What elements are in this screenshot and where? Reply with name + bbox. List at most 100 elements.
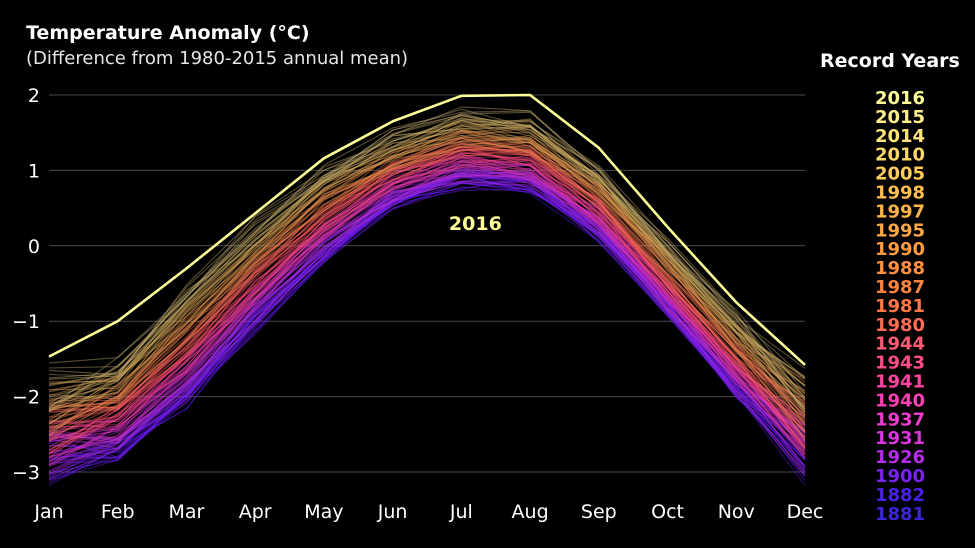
year-line bbox=[48, 153, 806, 459]
y-axis-ticks: 2 1 0 −1 −2 −3 bbox=[12, 85, 40, 484]
x-tick-label: Jul bbox=[449, 501, 473, 523]
year-line bbox=[48, 166, 806, 439]
year-line bbox=[48, 145, 806, 450]
year-line bbox=[48, 161, 806, 439]
year-line bbox=[48, 175, 806, 475]
year-line bbox=[48, 106, 806, 398]
year-line bbox=[48, 174, 806, 442]
year-line bbox=[48, 148, 806, 423]
year-line bbox=[48, 182, 806, 481]
chart-subtitle: (Difference from 1980-2015 annual mean) bbox=[26, 48, 409, 69]
year-line bbox=[48, 114, 806, 416]
year-line bbox=[48, 142, 806, 414]
x-tick-label: Jun bbox=[377, 501, 408, 523]
x-tick-label: Oct bbox=[651, 501, 684, 523]
year-line bbox=[48, 124, 806, 397]
year-line bbox=[48, 159, 806, 468]
year-line bbox=[48, 159, 806, 454]
year-line bbox=[48, 125, 806, 405]
year-line bbox=[48, 181, 806, 473]
series-line-2016 bbox=[48, 93, 806, 366]
year-line bbox=[48, 164, 806, 480]
year-line bbox=[48, 170, 806, 472]
year-line bbox=[48, 119, 806, 421]
year-line bbox=[48, 126, 806, 420]
year-line bbox=[48, 149, 806, 450]
year-line bbox=[48, 188, 806, 477]
legend-entry: 1980 bbox=[875, 315, 925, 336]
year-line bbox=[48, 130, 806, 416]
year-line bbox=[48, 129, 806, 434]
legend-entry: 1995 bbox=[875, 220, 925, 241]
year-line bbox=[48, 173, 806, 478]
year-line bbox=[48, 110, 806, 413]
year-line bbox=[48, 120, 806, 409]
year-line bbox=[48, 131, 806, 409]
year-line bbox=[48, 147, 806, 451]
legend-entry: 1926 bbox=[875, 447, 925, 468]
year-line bbox=[48, 117, 806, 413]
year-line bbox=[48, 163, 806, 448]
year-line bbox=[48, 163, 806, 442]
year-line bbox=[48, 134, 806, 424]
year-line bbox=[48, 170, 806, 444]
y-tick-label: −1 bbox=[12, 311, 40, 333]
y-tick-label: 2 bbox=[28, 85, 40, 107]
year-line bbox=[48, 176, 806, 462]
year-line bbox=[48, 152, 806, 425]
year-line bbox=[48, 159, 806, 440]
year-line bbox=[48, 139, 806, 411]
year-line bbox=[48, 124, 806, 395]
year-line bbox=[48, 128, 806, 391]
year-line bbox=[48, 178, 806, 470]
year-line bbox=[48, 183, 806, 486]
legend-entry: 1881 bbox=[875, 504, 925, 525]
year-line bbox=[48, 174, 806, 481]
year-line bbox=[48, 137, 806, 437]
highlight-series bbox=[48, 93, 806, 366]
y-tick-label: 0 bbox=[28, 236, 40, 258]
year-line bbox=[48, 180, 806, 450]
legend-entry: 2016 bbox=[875, 88, 925, 109]
year-line bbox=[48, 175, 806, 484]
year-line bbox=[48, 115, 806, 412]
x-axis-ticks: Jan Feb Mar Apr May Jun Jul Aug Sep Oct Nov Dec bbox=[33, 501, 823, 523]
legend-entry: 1944 bbox=[875, 334, 925, 355]
legend-entry: 2015 bbox=[875, 107, 925, 128]
year-line bbox=[48, 180, 806, 468]
year-line bbox=[48, 125, 806, 426]
legend-entry: 1940 bbox=[875, 390, 925, 411]
y-tick-label: 1 bbox=[28, 160, 40, 182]
year-line bbox=[48, 148, 806, 439]
year-line bbox=[48, 134, 806, 404]
year-line bbox=[48, 157, 806, 466]
legend-entry: 1900 bbox=[875, 466, 925, 487]
year-line bbox=[48, 156, 806, 440]
year-line bbox=[48, 121, 806, 379]
year-line bbox=[48, 165, 806, 454]
year-line bbox=[48, 119, 806, 380]
year-line bbox=[48, 173, 806, 469]
year-line bbox=[48, 175, 806, 455]
year-line bbox=[48, 157, 806, 442]
year-line bbox=[48, 172, 806, 486]
x-tick-label: Nov bbox=[718, 501, 755, 523]
x-tick-label: Jan bbox=[33, 501, 63, 523]
year-line bbox=[48, 136, 806, 434]
year-line bbox=[48, 118, 806, 406]
legend-entry: 1988 bbox=[875, 258, 925, 279]
year-line bbox=[48, 119, 806, 425]
year-line bbox=[48, 160, 806, 460]
legend-entry: 1941 bbox=[875, 372, 925, 393]
year-line bbox=[48, 171, 806, 467]
year-line bbox=[48, 155, 806, 466]
year-line bbox=[48, 153, 806, 448]
chart-title: Temperature Anomaly (°C) bbox=[26, 22, 310, 44]
year-line bbox=[48, 173, 806, 461]
x-tick-label: Apr bbox=[239, 501, 272, 523]
legend-entry: 1931 bbox=[875, 428, 925, 449]
legend-entry: 1882 bbox=[875, 485, 925, 506]
year-line bbox=[48, 141, 806, 433]
year-line bbox=[48, 172, 806, 476]
year-line bbox=[48, 137, 806, 417]
